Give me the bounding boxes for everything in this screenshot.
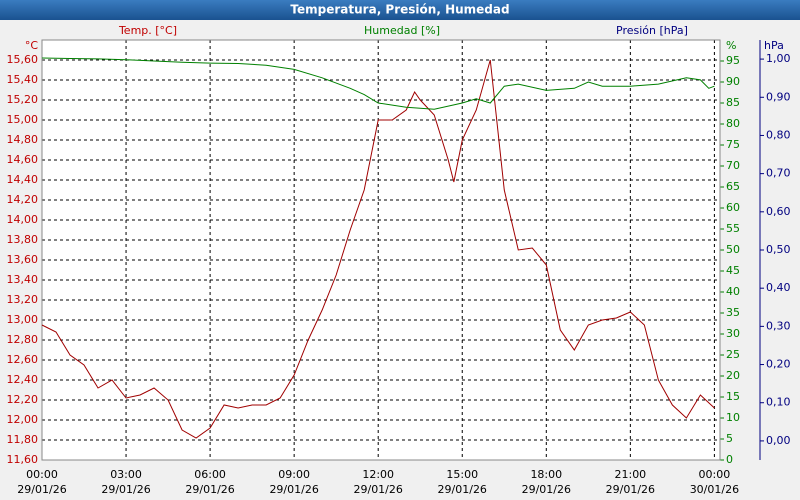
y2-tick-label: 25 [726,348,740,361]
y-tick-label: 12,00 [7,413,39,426]
y-axis-label: Temp. [°C] [118,24,177,37]
x-tick-label: 18:00 [530,468,562,481]
y2-tick-label: 60 [726,201,740,214]
y-tick-label: 13,00 [7,313,39,326]
y-tick-label: 13,20 [7,293,39,306]
y2-tick-label: 20 [726,369,740,382]
y3-tick-label: 0,10 [766,396,791,409]
y2-tick-label: 40 [726,285,740,298]
y-tick-label: 15,40 [7,73,39,86]
y-tick-label: 14,20 [7,193,39,206]
title-bar [0,0,800,20]
y3-tick-label: 0,30 [766,319,791,332]
y3-tick-label: 0,50 [766,243,791,256]
plot-area [42,40,720,460]
y2-tick-label: 95 [726,54,740,67]
y3-axis-label: Presión [hPa] [616,24,688,37]
x-tick-label: 09:00 [278,468,310,481]
x-tick-label: 21:00 [614,468,646,481]
y3-tick-label: 0,60 [766,205,791,218]
x-tick-date: 29/01/26 [101,483,150,496]
y2-tick-label: 50 [726,243,740,256]
y2-tick-label: 0 [726,453,733,466]
plot-border [41,39,721,461]
y3-unit: hPa [764,39,784,52]
y-tick-label: 15,20 [7,93,39,106]
y-tick-label: 13,60 [7,253,39,266]
y-tick-label: 12,60 [7,353,39,366]
y2-tick-label: 65 [726,180,740,193]
y2-tick-label: 15 [726,390,740,403]
y-tick-label: 14,40 [7,173,39,186]
y-unit: °C [25,39,39,52]
y-tick-label: 13,40 [7,273,39,286]
y-tick-label: 11,60 [7,453,39,466]
y3-tick-label: 0,70 [766,167,791,180]
y-tick-label: 13,80 [7,233,39,246]
x-tick-date: 29/01/26 [269,483,318,496]
y2-tick-label: 80 [726,117,740,130]
series-line [41,57,715,110]
y-tick-label: 14,60 [7,153,39,166]
y-tick-label: 15,00 [7,113,39,126]
chart-title: Temperatura, Presión, Humedad [290,3,509,17]
x-tick-label: 00:00 [699,468,731,481]
x-tick-date: 29/01/26 [17,483,66,496]
y3-tick-label: 0,00 [766,434,791,447]
y3-tick-label: 0,20 [766,358,791,371]
y2-tick-label: 90 [726,75,740,88]
y2-tick-label: 70 [726,159,740,172]
x-tick-date: 29/01/26 [606,483,655,496]
x-tick-date: 30/01/26 [690,483,739,496]
y-tick-label: 12,20 [7,393,39,406]
x-tick-label: 12:00 [362,468,394,481]
y2-unit: % [726,39,736,52]
y2-tick-label: 10 [726,411,740,424]
y-tick-label: 12,80 [7,333,39,346]
x-tick-date: 29/01/26 [185,483,234,496]
y-tick-label: 14,00 [7,213,39,226]
y2-axis-label: Humedad [%] [364,24,440,37]
x-tick-label: 15:00 [446,468,478,481]
y3-tick-label: 1,00 [766,52,791,65]
series-line [41,59,715,439]
y2-tick-label: 55 [726,222,740,235]
x-tick-label: 06:00 [194,468,226,481]
y2-tick-label: 45 [726,264,740,277]
y2-tick-label: 5 [726,432,733,445]
y3-tick-label: 0,80 [766,128,791,141]
x-tick-label: 00:00 [26,468,58,481]
y2-tick-label: 35 [726,306,740,319]
y3-tick-label: 0,40 [766,281,791,294]
x-tick-date: 29/01/26 [522,483,571,496]
y-tick-label: 14,80 [7,133,39,146]
y2-tick-label: 75 [726,138,740,151]
y2-tick-label: 85 [726,96,740,109]
x-tick-date: 29/01/26 [353,483,402,496]
y2-tick-label: 30 [726,327,740,340]
y-tick-label: 12,40 [7,373,39,386]
y-tick-label: 15,60 [7,53,39,66]
x-tick-date: 29/01/26 [438,483,487,496]
y-tick-label: 11,80 [7,433,39,446]
y3-tick-label: 0,90 [766,90,791,103]
x-tick-label: 03:00 [110,468,142,481]
